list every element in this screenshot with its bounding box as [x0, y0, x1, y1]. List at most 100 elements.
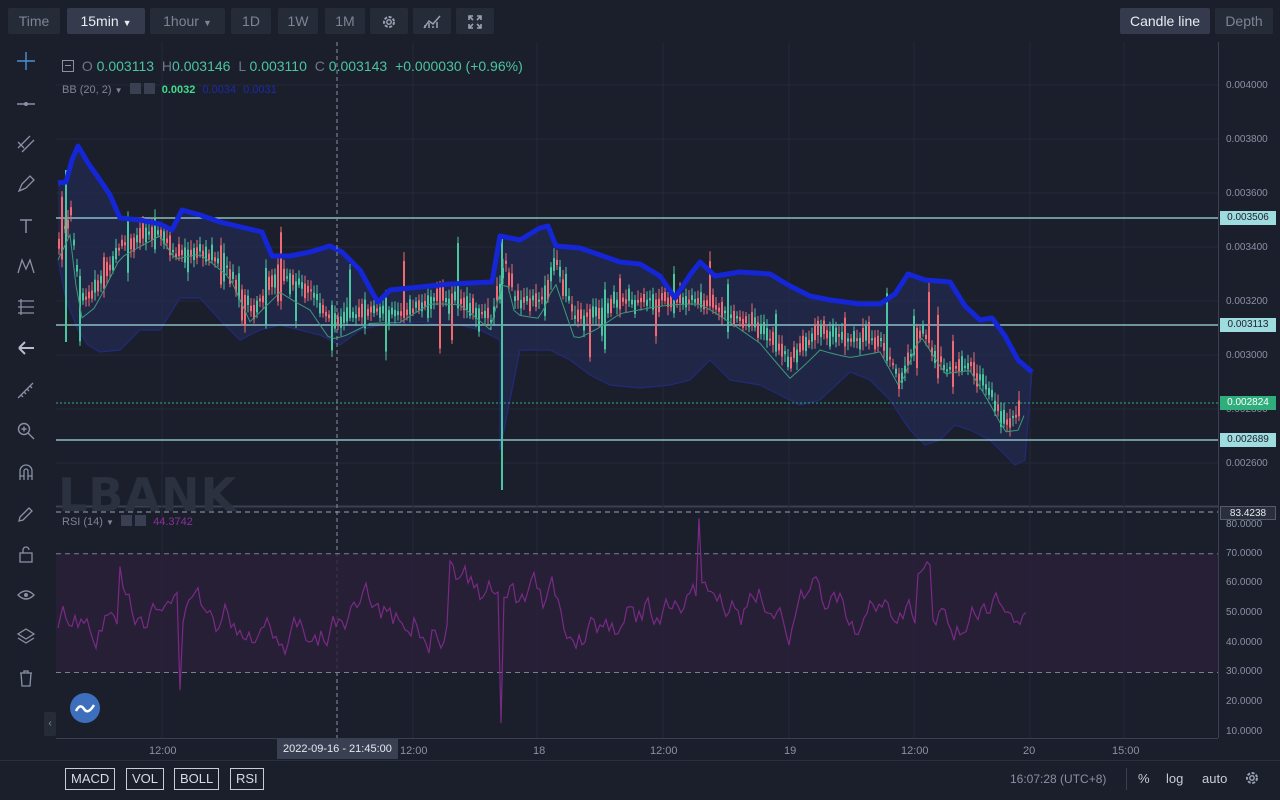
settings-button[interactable]: [370, 8, 408, 34]
candle-body: [166, 238, 168, 243]
pattern-tool[interactable]: [14, 254, 38, 278]
interval-1d-button[interactable]: 1D: [231, 8, 271, 34]
interval-15min-button[interactable]: 15min ▼: [67, 8, 145, 34]
depth-button[interactable]: Depth: [1215, 8, 1273, 34]
fullscreen-button[interactable]: [456, 8, 494, 34]
fibonacci-tool[interactable]: [14, 295, 38, 319]
time-axis-label: 19: [784, 745, 797, 757]
rsi-button[interactable]: RSI: [230, 768, 264, 790]
draw-lock-tool[interactable]: [14, 502, 38, 526]
candle-body: [340, 316, 342, 328]
trend-line-tool[interactable]: [14, 132, 38, 156]
fibonacci-icon: [18, 299, 34, 315]
bb-indicator-legend: BB (20, 2) ▼ 0.0032 0.0034 0.0031: [62, 83, 277, 96]
log-scale-button[interactable]: log: [1166, 771, 1184, 786]
candle-body: [124, 242, 126, 246]
interval-1hour-button[interactable]: 1hour ▼: [150, 8, 225, 34]
candle-body: [703, 300, 705, 310]
candle-body: [745, 316, 747, 324]
collapse-legend-icon[interactable]: [62, 60, 74, 72]
bb-label[interactable]: BB (20, 2): [62, 84, 112, 96]
candle-body: [823, 320, 825, 334]
text-tool[interactable]: [14, 214, 38, 238]
boll-button[interactable]: BOLL: [174, 768, 220, 790]
candle-body: [742, 319, 744, 328]
time-axis-label: 12:00: [400, 745, 428, 757]
lower-line-price-tag: 0.002689: [1220, 433, 1276, 447]
horizontal-line-tool[interactable]: [14, 92, 38, 116]
close-icon[interactable]: [135, 515, 147, 526]
interval-1m-button[interactable]: 1M: [325, 8, 365, 34]
candle-body: [649, 298, 651, 301]
indicators-button[interactable]: [413, 8, 451, 34]
crosshair-tool[interactable]: [14, 49, 38, 73]
zoom-tool[interactable]: [14, 419, 38, 443]
candle-body: [610, 298, 612, 314]
candle-body: [598, 307, 600, 320]
candle-body: [526, 295, 528, 302]
candle-body: [280, 232, 282, 301]
candle-body: [496, 286, 498, 301]
candle-body: [595, 306, 597, 317]
candle-body: [676, 298, 678, 303]
candle-body: [364, 299, 366, 329]
candle-body: [628, 288, 630, 302]
layers-tool[interactable]: [14, 624, 38, 648]
zoom-in-icon: [17, 422, 35, 440]
vol-button[interactable]: VOL: [126, 768, 165, 790]
close-icon[interactable]: [143, 83, 155, 94]
candle-body: [178, 244, 180, 257]
candle-body: [208, 253, 210, 261]
candle-body: [514, 296, 516, 302]
candle-body: [76, 264, 78, 272]
candle-body: [571, 304, 573, 312]
candle-line-button[interactable]: Candle line: [1120, 8, 1210, 34]
candle-body: [844, 317, 846, 347]
auto-scale-button[interactable]: auto: [1202, 771, 1228, 786]
candle-body: [490, 319, 492, 323]
gear-icon[interactable]: [121, 515, 133, 526]
chart-settings-button[interactable]: [1244, 770, 1260, 789]
pen-tool[interactable]: [14, 172, 38, 196]
parallel-lines-icon: [17, 135, 35, 153]
chevron-down-icon[interactable]: ▼: [114, 86, 123, 95]
chevron-down-icon[interactable]: ▼: [106, 518, 114, 527]
candle-body: [193, 248, 195, 261]
rsi-label[interactable]: RSI (14): [62, 516, 103, 528]
candle-body: [982, 374, 984, 386]
collapse-toolbar-button[interactable]: ‹: [44, 712, 56, 736]
crosshair-icon: [17, 52, 35, 70]
candle-body: [766, 327, 768, 341]
lock-tool[interactable]: [14, 542, 38, 566]
candle-body: [913, 315, 915, 356]
trash-icon: [20, 670, 32, 687]
magnet-tool[interactable]: [14, 460, 38, 484]
measure-tool[interactable]: [14, 379, 38, 403]
back-tool[interactable]: [14, 336, 38, 360]
candle-body: [916, 327, 918, 369]
candle-body: [334, 313, 336, 329]
candle-body: [646, 299, 648, 306]
candle-body: [769, 338, 771, 341]
delete-tool[interactable]: [14, 666, 38, 690]
percent-scale-button[interactable]: %: [1138, 771, 1150, 786]
macd-button[interactable]: MACD: [65, 768, 116, 790]
price-axis-label: 0.002600: [1226, 458, 1268, 469]
candle-body: [379, 306, 381, 318]
gear-icon[interactable]: [129, 83, 141, 94]
candle-body: [778, 343, 780, 351]
visibility-tool[interactable]: [14, 583, 38, 607]
candle-body: [112, 256, 114, 271]
candle-body: [163, 231, 165, 244]
candle-body: [799, 343, 801, 353]
low-label: L: [238, 58, 246, 74]
candle-body: [661, 293, 663, 301]
interval-1w-button[interactable]: 1W: [278, 8, 318, 34]
candle-body: [67, 219, 69, 229]
time-button[interactable]: Time: [8, 8, 60, 34]
candle-body: [607, 303, 609, 314]
candle-body: [787, 356, 789, 368]
candle-body: [859, 337, 861, 350]
candle-body: [898, 373, 900, 390]
